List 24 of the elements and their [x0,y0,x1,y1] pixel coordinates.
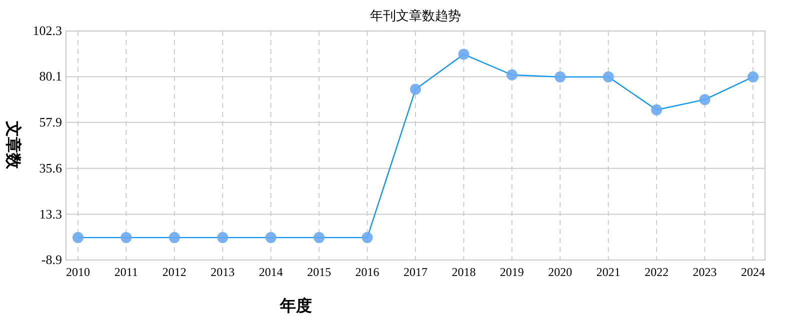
y-tick-label: 57.9 [39,114,62,130]
x-tick-label: 2023 [692,265,717,279]
x-tick-label: 2020 [548,265,572,279]
y-axis-title: 文章数 [4,120,22,170]
chart-title: 年刊文章数趋势 [370,8,461,23]
y-tick-label: 102.3 [32,23,62,38]
x-tick-label: 2011 [114,265,138,279]
x-tick-label: 2010 [66,265,90,279]
x-tick-label: 2018 [452,265,476,279]
x-tick-label: 2021 [596,265,620,279]
x-tick-label: 2014 [258,265,283,279]
y-tick-label: 35.6 [39,160,62,176]
x-tick-label: 2013 [210,265,235,279]
y-tick-label: 13.3 [39,206,62,222]
y-tick-label: 80.1 [39,68,62,84]
x-tick-label: 2024 [741,265,765,279]
x-axis-title: 年度 [279,296,312,315]
x-tick-label: 2022 [644,265,669,279]
x-tick-label: 2012 [162,265,186,279]
x-tick-label: 2015 [307,265,332,279]
x-tick-label: 2017 [404,265,428,279]
x-tick-label: 2019 [500,265,524,279]
x-tick-label: 2016 [355,265,380,279]
y-tick-label: -8.9 [41,252,62,267]
